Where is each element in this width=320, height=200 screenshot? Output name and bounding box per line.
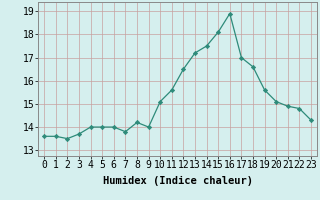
X-axis label: Humidex (Indice chaleur): Humidex (Indice chaleur): [103, 176, 252, 186]
